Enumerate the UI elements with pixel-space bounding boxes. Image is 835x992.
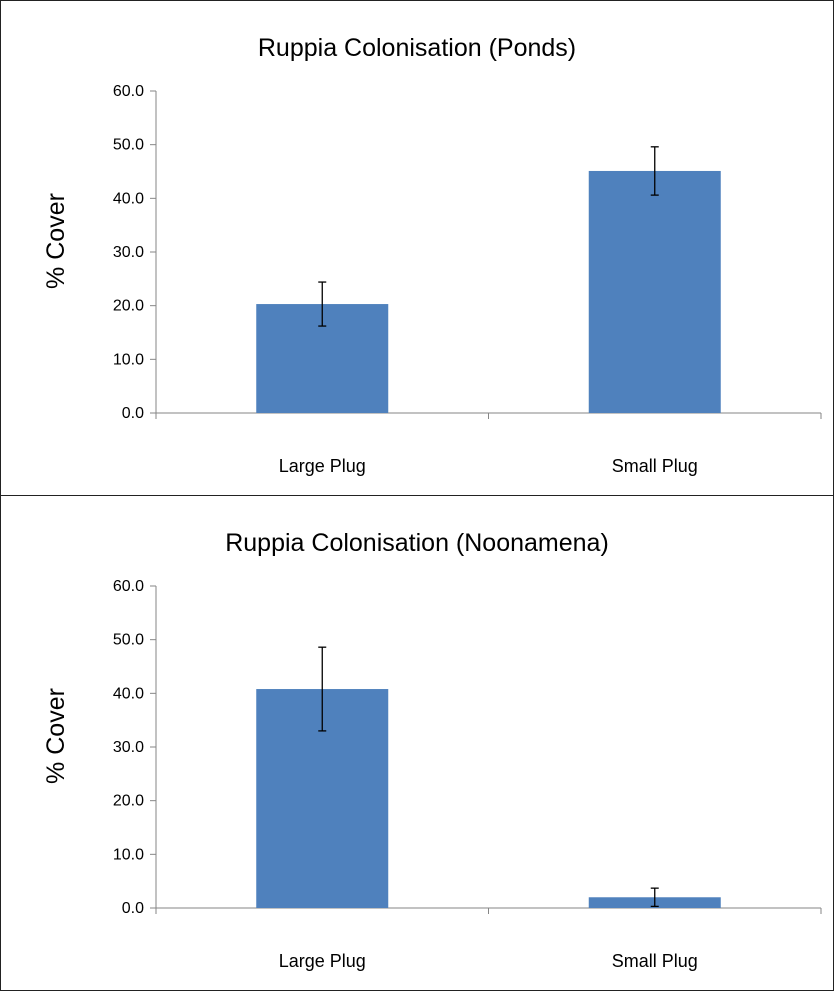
chart-panel-noonamena: Ruppia Colonisation (Noonamena) % Cover … [0, 495, 834, 991]
y-tick-label: 50.0 [113, 632, 144, 649]
y-axis-label: % Cover [42, 688, 70, 784]
chart-panel-ponds: Ruppia Colonisation (Ponds) % Cover 0.0 1… [0, 0, 834, 496]
y-tick-label: 30.0 [113, 244, 144, 261]
y-tick-label: 40.0 [113, 190, 144, 207]
y-axis-label: % Cover [42, 193, 70, 289]
chart-ponds: Ruppia Colonisation (Ponds) % Cover 0.0 1… [42, 34, 822, 476]
chart-title: Ruppia Colonisation (Ponds) [258, 34, 576, 62]
x-category-label: Large Plug [279, 456, 366, 476]
y-tick-label: 60.0 [113, 83, 144, 100]
chart-noonamena: Ruppia Colonisation (Noonamena) % Cover … [42, 529, 822, 971]
plot-area: 0.0 10.0 20.0 30.0 40.0 50.0 60.0 Large Plug Sma… [113, 83, 822, 476]
y-tick-label: 30.0 [113, 739, 144, 756]
bar-small-plug [588, 170, 721, 413]
y-tick-label: 10.0 [113, 351, 144, 368]
x-category-label: Large Plug [279, 951, 366, 971]
y-tick-label: 50.0 [113, 137, 144, 154]
x-category-label: Small Plug [612, 951, 698, 971]
y-tick-label: 40.0 [113, 685, 144, 702]
y-tick-label: 60.0 [113, 578, 144, 595]
x-category-label: Small Plug [612, 456, 698, 476]
plot-area: 0.0 10.0 20.0 30.0 40.0 50.0 60.0 Large Plug Sma… [113, 578, 822, 971]
chart-title: Ruppia Colonisation (Noonamena) [225, 529, 609, 557]
y-tick-label: 0.0 [122, 900, 144, 917]
y-tick-label: 20.0 [113, 793, 144, 810]
y-tick-label: 20.0 [113, 298, 144, 315]
y-tick-label: 10.0 [113, 846, 144, 863]
y-tick-label: 0.0 [122, 405, 144, 422]
